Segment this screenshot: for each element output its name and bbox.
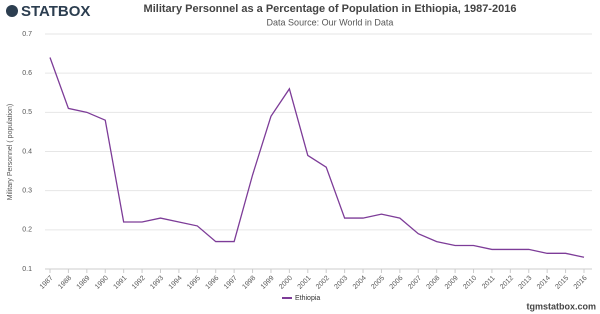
y-tick-label: 0.5 [22,109,32,116]
logo: STATBOX [21,3,90,20]
x-tick-label: 1999 [260,275,276,291]
x-tick-label: 2000 [278,275,294,291]
x-tick-label: 1990 [94,275,110,291]
x-tick-label: 2002 [315,275,331,291]
x-tick-label: 2011 [481,275,497,291]
footer: tgmstatbox.com [526,301,596,311]
x-tick-label: 2005 [370,275,386,291]
legend-label: Ethiopia [295,295,320,302]
x-tick-label: 2012 [499,275,515,291]
x-tick-label: 2016 [573,275,589,291]
x-tick-label: 2014 [536,275,552,291]
y-tick-label: 0.4 [22,148,32,155]
chart-title: Military Personnel as a Percentage of Po… [144,3,517,15]
x-tick-label: 1987 [39,275,55,291]
x-tick-label: 2003 [333,275,349,291]
data-line [49,57,585,258]
x-tick-label: 2015 [554,275,570,291]
x-tick-label: 1998 [241,275,257,291]
x-tick-label: 1996 [204,275,220,291]
x-tick-label: 2008 [425,275,441,291]
x-tick-label: 1989 [76,275,92,291]
x-tick-label: 1994 [168,275,184,291]
x-tick-label: 2006 [389,275,405,291]
x-tick-label: 1992 [131,275,147,291]
y-tick-label: 0.6 [22,70,32,77]
x-tick-label: 1988 [57,275,73,291]
chart-subtitle: Data Source: Our World in Data [267,17,394,27]
y-tick-label: 0.1 [22,266,32,273]
y-tick-label: 0.2 [22,227,32,234]
x-tick-label: 1997 [223,275,239,291]
x-tick-label: 1991 [112,275,128,291]
y-axis-label: Military Personnel ( population) [7,104,14,201]
x-tick-label: 1993 [149,275,165,291]
x-tick-label: 1995 [186,275,202,291]
x-tick-label: 2007 [407,275,423,291]
x-tick-label: 2009 [444,275,460,291]
logo-icon [6,5,18,17]
x-tick-label: 2013 [518,275,534,291]
y-tick-label: 0.7 [22,31,32,38]
x-tick-label: 2010 [462,275,478,291]
x-tick-label: 2001 [297,275,313,291]
x-tick-label: 2004 [352,275,368,291]
y-tick-label: 0.3 [22,188,32,195]
